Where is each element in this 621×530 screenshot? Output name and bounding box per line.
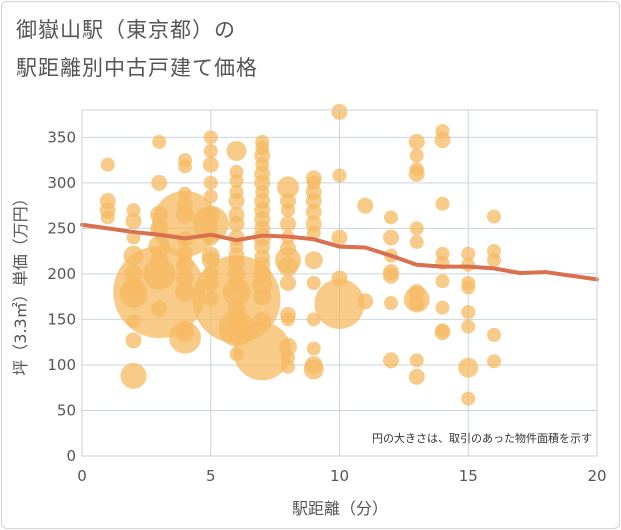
data-bubble [408,165,425,182]
data-bubble [202,156,219,173]
data-bubble [228,193,245,210]
data-bubble [152,134,167,149]
data-bubble [281,203,295,218]
data-bubble [408,133,425,150]
trend-layer [80,222,599,282]
data-bubble [152,190,218,257]
data-bubble [306,341,321,356]
data-bubble [303,359,324,380]
y-axis-label: 坪（3.3㎡）単価（万円） [11,190,30,375]
y-tick-label: 50 [57,401,76,419]
data-bubble [229,174,244,189]
data-bubble [178,159,192,174]
data-bubble [434,132,451,149]
plot-border [81,109,598,457]
x-tick-label: 0 [77,467,87,485]
data-bubble [253,287,272,306]
data-bubble [461,280,476,295]
data-bubble [384,210,398,225]
data-bubble [278,256,298,277]
data-bubble [408,368,425,385]
data-bubble [409,148,424,163]
data-bubble [305,203,322,220]
trend-line [80,222,599,282]
data-bubble [383,229,399,246]
data-bubble [100,210,115,225]
data-bubble [277,176,299,199]
y-tick-label: 200 [47,265,76,283]
data-bubble [203,130,218,145]
data-bubble [487,209,501,224]
y-tick-label: 350 [47,128,76,146]
data-bubble [434,324,451,341]
data-bubble [304,251,323,270]
data-bubble [169,321,201,354]
data-bubble [435,274,450,289]
data-bubble [280,215,296,232]
data-bubble [461,246,476,261]
data-bubble [151,174,168,191]
y-tick-label: 100 [47,356,76,374]
y-tick-label: 250 [47,219,76,237]
data-bubble [203,189,218,204]
chart-title-line1: 御嶽山駅（東京都）の [16,18,236,42]
data-bubble [409,221,424,236]
data-bubble [281,312,295,327]
data-bubble [383,267,399,284]
data-bubble [203,143,218,158]
data-bubble [125,332,142,349]
data-bubble [331,103,348,120]
chart-title-line2: 駅距離別中古戸建て価格 [16,56,258,80]
data-bubble [226,140,247,161]
data-bubble [280,275,296,291]
data-bubble [233,322,292,381]
data-bubble [458,357,479,378]
data-bubble [175,282,195,303]
data-bubble [306,312,321,327]
y-tick-label: 300 [47,174,76,192]
data-bubble [487,327,501,342]
data-bubble [151,300,168,317]
x-tick-label: 5 [206,467,216,485]
y-tick-label: 0 [66,447,76,465]
data-bubble [435,196,450,211]
data-bubble [435,300,450,315]
data-bubble [357,293,374,310]
data-bubble [384,296,398,311]
data-bubble [314,278,365,329]
data-bubble [281,359,295,374]
data-bubble [408,295,425,312]
data-bubble [203,175,218,190]
data-bubble [331,229,348,246]
data-bubble [228,215,245,232]
data-bubble [461,319,476,334]
data-bubble [306,276,321,290]
size-note: 円の大きさは、取引のあった物件面積を示す [372,431,592,445]
data-bubble [126,203,141,218]
y-tick-label: 150 [47,310,76,328]
data-bubble [357,197,374,214]
data-bubble [100,157,115,172]
data-bubble [461,391,476,406]
data-bubble [461,305,476,320]
data-bubble [176,255,194,274]
data-bubble [332,168,347,183]
data-bubble [383,352,399,369]
data-bubble [487,253,501,268]
x-tick-label: 20 [587,467,606,485]
data-bubble [409,235,424,250]
data-bubble [125,213,142,230]
data-bubble [306,225,321,240]
x-axis-label: 駅距離（分） [292,499,388,518]
data-bubble [120,362,147,389]
data-bubble [409,353,424,368]
data-bubble [192,205,229,242]
data-bubble [176,269,194,288]
data-bubble [279,337,297,356]
x-tick-label: 15 [459,467,478,485]
data-bubble [487,354,501,369]
x-tick-label: 10 [330,467,349,485]
